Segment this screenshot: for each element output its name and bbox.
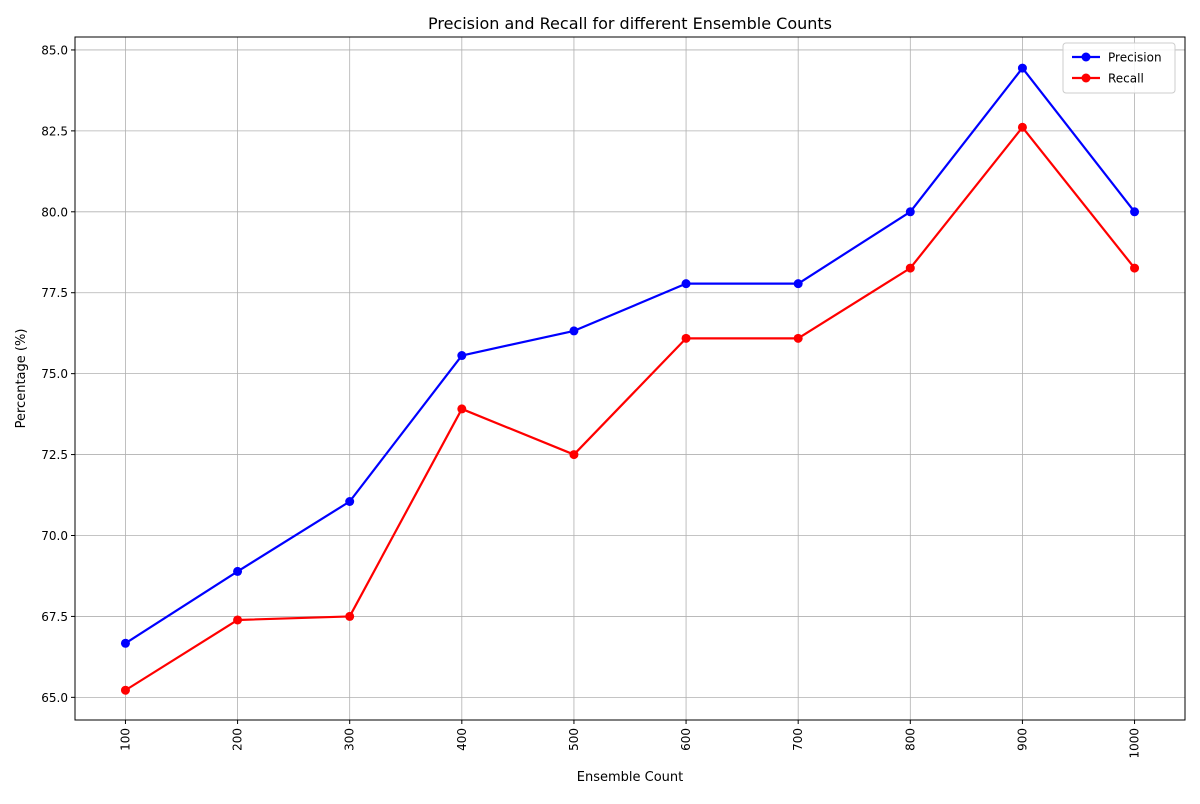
x-tick-label: 1000 <box>1128 728 1142 759</box>
y-tick-label: 80.0 <box>41 205 68 219</box>
precision-data-point <box>120 638 130 648</box>
y-tick-label: 82.5 <box>41 124 68 138</box>
chart-title: Precision and Recall for different Ensem… <box>428 14 832 33</box>
series-layer <box>120 63 1140 695</box>
x-axis-label: Ensemble Count <box>577 770 684 785</box>
legend-recall-label: Recall <box>1108 72 1144 86</box>
x-tick-label: 500 <box>567 728 581 751</box>
recall-data-point <box>681 333 691 343</box>
y-tick-label: 85.0 <box>41 43 68 57</box>
y-tick-label: 67.5 <box>41 610 68 624</box>
y-axis-label: Percentage (%) <box>14 329 29 429</box>
y-tick-label: 72.5 <box>41 448 68 462</box>
precision-data-point <box>905 207 915 217</box>
precision-data-point <box>233 566 243 576</box>
legend: Precision Recall <box>1062 42 1176 94</box>
recall-data-point <box>569 450 579 460</box>
precision-data-point <box>793 279 803 289</box>
x-tick-label: 100 <box>118 728 132 751</box>
legend-precision-marker <box>1081 52 1091 62</box>
y-tick-label: 75.0 <box>41 367 68 381</box>
x-tick-label: 400 <box>455 728 469 751</box>
recall-data-point <box>233 615 243 625</box>
recall-data-point <box>1017 122 1027 132</box>
x-tick-label: 900 <box>1015 728 1029 751</box>
y-tick-label: 65.0 <box>41 691 68 705</box>
grid <box>75 37 1185 720</box>
x-tick-label: 600 <box>679 728 693 751</box>
plot-frame <box>74 36 1186 721</box>
y-tick-label: 70.0 <box>41 529 68 543</box>
legend-precision-label: Precision <box>1108 51 1162 65</box>
x-tick-label: 200 <box>231 728 245 751</box>
x-tick-label: 300 <box>343 728 357 751</box>
recall-data-point <box>793 333 803 343</box>
x-tick-label: 700 <box>791 728 805 751</box>
precision-data-point <box>569 326 579 336</box>
x-tick-label: 800 <box>903 728 917 751</box>
legend-recall-marker <box>1081 73 1091 83</box>
precision-data-point <box>345 497 355 507</box>
recall-data-point <box>120 685 130 695</box>
precision-data-point <box>1130 207 1140 217</box>
precision-data-point <box>681 279 691 289</box>
precision-data-point <box>1017 63 1027 73</box>
legend-box <box>1062 42 1176 94</box>
recall-data-point <box>1130 263 1140 273</box>
recall-data-point <box>457 404 467 414</box>
recall-data-point <box>905 263 915 273</box>
precision-series-line <box>124 66 1136 645</box>
y-axis: 65.0 67.5 70.0 72.5 75.0 77.5 80.0 82.5 85.0 <box>41 43 75 705</box>
precision-data-point <box>457 351 467 361</box>
x-axis: 100 200 300 400 500 600 700 800 900 1000 <box>118 720 1142 759</box>
y-tick-label: 77.5 <box>41 286 68 300</box>
recall-data-point <box>345 611 355 621</box>
recall-series-line <box>124 126 1136 692</box>
